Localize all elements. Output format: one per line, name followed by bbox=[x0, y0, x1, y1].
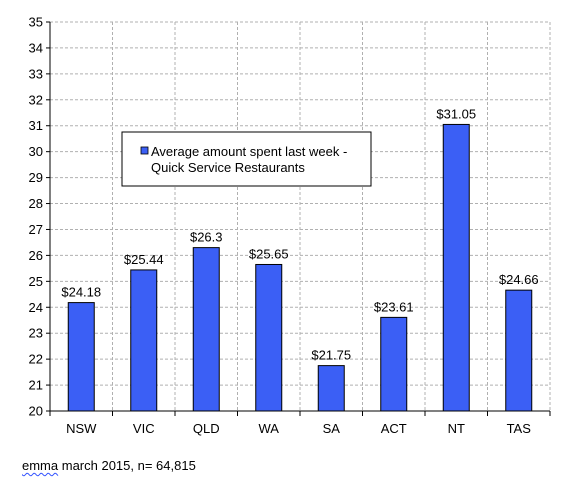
y-tick-label: 23 bbox=[29, 326, 43, 341]
data-label-nsw: $24.18 bbox=[61, 285, 101, 300]
y-tick-label: 20 bbox=[29, 404, 43, 419]
y-tick-label: 26 bbox=[29, 248, 43, 263]
legend-box bbox=[121, 131, 372, 187]
bars bbox=[67, 123, 533, 412]
x-axis-ticks: NSW VIC QLD WA SA ACT NT TAS bbox=[49, 411, 551, 436]
y-axis-ticks: 20 21 22 23 24 25 26 27 28 29 30 31 32 33 34 35 bbox=[29, 15, 50, 419]
x-tick-label: VIC bbox=[133, 421, 155, 436]
bar-sa bbox=[317, 365, 345, 412]
caption-word: emma bbox=[22, 458, 59, 473]
bar-qld bbox=[192, 247, 220, 412]
bar-wa bbox=[255, 263, 283, 412]
data-label-act: $23.61 bbox=[374, 299, 414, 314]
x-tick-label: NSW bbox=[66, 421, 97, 436]
y-tick-label: 30 bbox=[29, 144, 43, 159]
x-tick-label: SA bbox=[323, 421, 341, 436]
data-label-nt: $31.05 bbox=[436, 106, 476, 121]
x-tick-label: QLD bbox=[193, 421, 220, 436]
legend-swatch bbox=[140, 146, 149, 155]
data-label-wa: $25.65 bbox=[249, 246, 289, 261]
y-tick-label: 31 bbox=[29, 118, 43, 133]
bar-nsw bbox=[67, 302, 95, 412]
x-tick-label: TAS bbox=[507, 421, 532, 436]
y-tick-label: 29 bbox=[29, 170, 43, 185]
y-tick-label: 32 bbox=[29, 92, 43, 107]
y-tick-label: 21 bbox=[29, 378, 43, 393]
bar-vic bbox=[130, 269, 158, 412]
bar-act bbox=[380, 316, 408, 412]
caption-rest: march 2015, n= 64,815 bbox=[58, 458, 196, 473]
y-tick-label: 22 bbox=[29, 352, 43, 367]
bar-nt bbox=[442, 123, 470, 412]
legend: Average amount spent last week - Quick S… bbox=[121, 131, 372, 187]
data-label-tas: $24.66 bbox=[499, 272, 539, 287]
legend-line-2: Quick Service Restaurants bbox=[151, 160, 305, 175]
data-label-sa: $21.75 bbox=[311, 348, 351, 363]
y-tick-label: 24 bbox=[29, 300, 43, 315]
x-tick-label: ACT bbox=[381, 421, 407, 436]
y-tick-label: 28 bbox=[29, 196, 43, 211]
gridlines bbox=[50, 21, 551, 412]
y-tick-label: 25 bbox=[29, 274, 43, 289]
y-tick-label: 34 bbox=[29, 40, 43, 55]
x-tick-label: NT bbox=[448, 421, 465, 436]
caption: emma march 2015, n= 64,815 bbox=[22, 458, 196, 473]
legend-line-1: Average amount spent last week - bbox=[151, 144, 347, 159]
y-tick-label: 27 bbox=[29, 222, 43, 237]
data-label-qld: $26.3 bbox=[190, 230, 223, 245]
x-tick-label: WA bbox=[259, 421, 280, 436]
data-labels: $24.18 $25.44 $26.3 $25.65 $21.75 $23.61 $31.0… bbox=[61, 106, 538, 362]
data-label-vic: $25.44 bbox=[124, 252, 164, 267]
y-tick-label: 33 bbox=[29, 66, 43, 81]
y-tick-label: 35 bbox=[29, 15, 43, 30]
bar-tas bbox=[505, 289, 533, 412]
